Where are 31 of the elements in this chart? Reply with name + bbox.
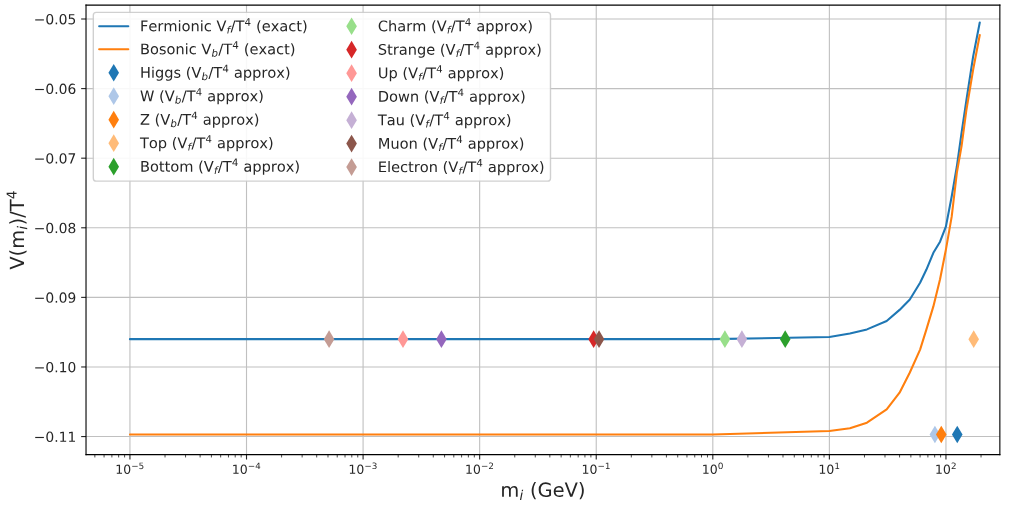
legend-label: Tau (V$_{f}$/T$^{4}$ approx): [377, 112, 511, 129]
x-tick-label: 10$^{−5}$: [116, 462, 144, 474]
y-tick-label: −0.07: [35, 153, 76, 164]
x-axis-title: m$_{i}$ (GeV): [502, 482, 584, 500]
legend-label: Muon (V$_{f}$/T$^{4}$ approx): [379, 135, 524, 152]
legend-label: Higgs (V$_{b}$/T$^{4}$ approx): [141, 64, 290, 81]
legend-label: Bottom (V$_{f}$/T$^{4}$ approx): [141, 158, 299, 175]
y-tick-label: −0.05: [35, 13, 76, 25]
x-tick-label: 10$^{−2}$: [466, 462, 494, 474]
legend-label: Bosonic V$_{b}$/T$^{4}$ (exact): [141, 41, 295, 57]
legend-label: Z (V$_{b}$/T$^{4}$ approx): [140, 111, 259, 128]
y-tick-label: −0.06: [35, 83, 76, 95]
x-tick-label: 10$^{0}$: [703, 462, 723, 474]
x-tick-label: 10$^{−1}$: [582, 462, 610, 474]
y-axis-title: V(m$_{i}$)/T$^{4}$: [6, 191, 28, 270]
y-tick-label: −0.10: [35, 361, 76, 373]
legend-label: Electron (V$_{f}$/T$^{4}$ approx): [379, 159, 544, 176]
x-tick-label: 10$^{−4}$: [233, 462, 261, 474]
legend-label: Down (V$_{f}$/T$^{4}$ approx): [379, 88, 525, 105]
x-tick-label: 10$^{1}$: [819, 462, 840, 474]
x-tick-label: 10$^{2}$: [936, 462, 956, 474]
x-tick-label: 10$^{−3}$: [349, 462, 377, 474]
legend-label: Fermionic V$_{f}$/T$^{4}$ (exact): [141, 18, 307, 34]
y-tick-label: −0.09: [35, 292, 76, 303]
y-tick-label: −0.08: [35, 222, 76, 234]
legend-label: Strange (V$_{f}$/T$^{4}$ approx): [378, 41, 541, 58]
legend-label: Charm (V$_{f}$/T$^{4}$ approx): [378, 18, 532, 35]
legend-label: W (V$_{b}$/T$^{4}$ approx): [140, 88, 263, 105]
legend-label: Up (V$_{f}$/T$^{4}$ approx): [379, 65, 504, 82]
legend-label: Top (V$_{f}$/T$^{4}$ approx): [139, 135, 273, 152]
y-tick-label: −0.11: [35, 431, 76, 443]
